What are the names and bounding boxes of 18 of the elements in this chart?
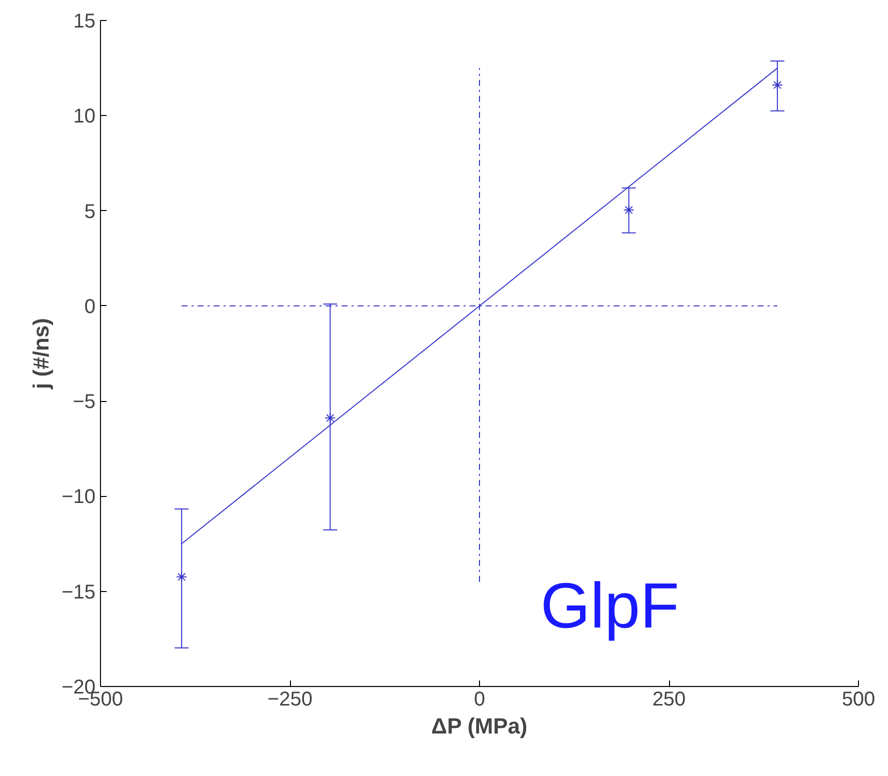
x-axis-title: ΔP (MPa) [431,714,528,738]
point [623,204,634,216]
y-tick-label: 5 [84,200,96,223]
y-tick-label: 10 [73,106,96,128]
x-tick-label: 500 [842,688,876,710]
point [176,571,188,582]
y-tick-label: −5 [72,391,96,414]
x-tick-label: −250 [267,688,313,710]
point [772,80,783,91]
y-tick-label: 0 [84,296,96,318]
y-tick-label: 15 [73,10,96,32]
x-tick-label: 0 [474,688,486,710]
y-axis-title: j (#/ns) [28,318,54,390]
y-tick-label: −10 [62,486,96,508]
annotation: GlpF [540,570,680,642]
y-tick-label: −15 [62,581,96,604]
x-tick-label: 250 [652,688,686,710]
point [324,412,336,424]
